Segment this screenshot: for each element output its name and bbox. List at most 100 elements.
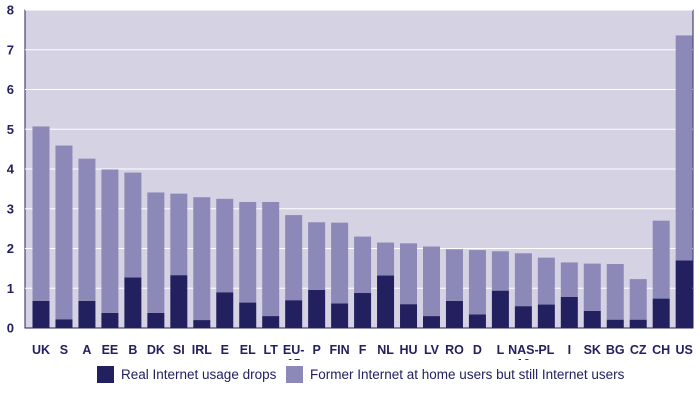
y-tick-label: 0	[7, 321, 14, 336]
bar-former-home-users-si	[170, 193, 188, 276]
x-tick-label: D	[473, 343, 482, 357]
y-tick-label: 5	[7, 122, 14, 137]
bar-former-home-users-cz	[629, 279, 647, 320]
x-tick-label: UK	[32, 343, 50, 357]
bar-former-home-users-l	[491, 251, 509, 291]
bar-former-home-users-pl	[537, 257, 555, 305]
bar-real-usage-drops-pl	[537, 304, 555, 328]
x-tick-label: NL	[377, 343, 394, 357]
bar-former-home-users-irl	[193, 197, 211, 321]
x-tick-label: F	[359, 343, 367, 357]
bar-former-home-users-nl	[377, 242, 395, 276]
y-tick-label: 4	[7, 162, 15, 177]
bar-former-home-users-fin	[331, 222, 349, 304]
bar-former-home-users-el	[239, 201, 257, 303]
bar-former-home-users-ee	[101, 169, 119, 313]
x-tick-label: SK	[584, 343, 601, 357]
x-tick-label: RO	[445, 343, 464, 357]
y-tick-label: 3	[7, 201, 14, 216]
bar-real-usage-drops-el	[239, 302, 257, 328]
bar-real-usage-drops-eu-15	[285, 300, 303, 328]
x-tick-label: SI	[173, 343, 185, 357]
bar-real-usage-drops-lv	[422, 316, 440, 328]
bar-real-usage-drops-us	[675, 260, 693, 328]
legend-swatch-dark	[97, 366, 114, 383]
x-axis: UK SA EE B DK SI IRL E EL LT EU-15 P FIN F NL HU LV RO D LN…	[32, 343, 693, 360]
bar-former-home-users-sk	[583, 263, 601, 311]
legend-item-real-usage-drops: Real Internet usage drops	[97, 366, 276, 383]
bar-real-usage-drops-ee	[101, 312, 119, 328]
x-tick-label: 10	[516, 357, 530, 360]
bar-real-usage-drops-bg	[606, 319, 624, 328]
x-tick-label: CH	[652, 343, 670, 357]
x-tick-label: HU	[399, 343, 417, 357]
bar-former-home-users-e	[216, 198, 234, 293]
bar-real-usage-drops-hu	[400, 304, 418, 328]
x-tick-label: BG	[606, 343, 625, 357]
legend-swatch-light	[286, 366, 303, 383]
bar-real-usage-drops-e	[216, 292, 234, 328]
bar-real-usage-drops-lt	[262, 316, 280, 328]
bar-real-usage-drops-sk	[583, 310, 601, 328]
x-tick-label: EL	[240, 343, 256, 357]
legend-label-real-usage-drops: Real Internet usage drops	[121, 367, 277, 382]
bar-former-home-users-dk	[147, 192, 165, 313]
bar-real-usage-drops-si	[170, 275, 188, 328]
x-tick-label: E	[221, 343, 229, 357]
bar-real-usage-drops-dk	[147, 312, 165, 328]
bar-former-home-users-a	[78, 158, 96, 301]
bar-real-usage-drops-nl	[377, 275, 395, 328]
x-tick-label: EU-	[283, 343, 305, 357]
bar-real-usage-drops-f	[354, 293, 372, 328]
bar-former-home-users-lt	[262, 201, 280, 317]
bar-real-usage-drops-cz	[629, 319, 647, 328]
x-tick-label: P	[312, 343, 320, 357]
bar-former-home-users-b	[124, 172, 142, 278]
x-tick-label: DK	[147, 343, 165, 357]
bar-former-home-users-eu-15	[285, 215, 303, 301]
x-tick-label: 15	[287, 357, 301, 360]
bar-former-home-users-nas-10	[514, 253, 532, 307]
legend-item-former-home-users: Former Internet at home users but still …	[286, 366, 624, 383]
x-tick-label: S	[60, 343, 68, 357]
bar-real-usage-drops-nas-10	[514, 306, 532, 328]
bar-real-usage-drops-d	[468, 314, 486, 328]
x-tick-label: IRL	[192, 343, 213, 357]
bar-former-home-users-f	[354, 236, 372, 294]
legend-label-former-home-users: Former Internet at home users but still …	[310, 367, 625, 382]
bar-real-usage-drops-s	[55, 319, 73, 328]
x-tick-label: PL	[538, 343, 554, 357]
bar-former-home-users-ro	[445, 249, 463, 301]
bar-former-home-users-hu	[400, 243, 418, 305]
bar-former-home-users-s	[55, 145, 73, 320]
bar-former-home-users-lv	[422, 246, 440, 317]
y-tick-label: 6	[7, 82, 14, 97]
bar-former-home-users-d	[468, 250, 486, 315]
bar-former-home-users-bg	[606, 264, 624, 320]
y-tick-label: 1	[7, 281, 14, 296]
bar-real-usage-drops-l	[491, 290, 509, 328]
bars	[32, 35, 693, 328]
bar-real-usage-drops-i	[560, 296, 578, 328]
x-tick-label: LT	[264, 343, 279, 357]
x-tick-label: B	[128, 343, 137, 357]
y-tick-label: 7	[7, 42, 14, 57]
bar-real-usage-drops-a	[78, 300, 96, 328]
legend: Real Internet usage drops Former Interne…	[0, 366, 700, 386]
bar-real-usage-drops-fin	[331, 303, 349, 328]
bar-former-home-users-us	[675, 35, 693, 261]
y-tick-label: 2	[7, 241, 14, 256]
bar-real-usage-drops-ch	[652, 298, 670, 328]
x-tick-label: FIN	[330, 343, 350, 357]
bar-former-home-users-i	[560, 262, 578, 297]
bar-real-usage-drops-irl	[193, 320, 211, 328]
y-axis: 0 1 2 3 4 5 6 7 8	[7, 3, 693, 336]
bar-real-usage-drops-p	[308, 289, 326, 328]
x-tick-label: NAS-	[508, 343, 539, 357]
x-tick-label: I	[568, 343, 571, 357]
y-tick-label: 8	[7, 3, 14, 18]
bar-real-usage-drops-uk	[32, 300, 50, 328]
bar-former-home-users-ch	[652, 220, 670, 299]
x-tick-label: CZ	[630, 343, 647, 357]
